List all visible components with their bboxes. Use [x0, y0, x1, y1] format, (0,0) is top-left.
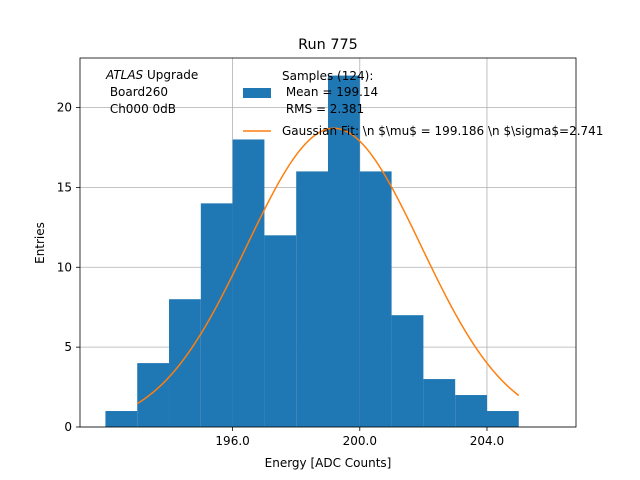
x-tick-label: 196.0	[215, 434, 249, 448]
gaussian-fit-line	[136, 127, 520, 405]
y-tick-label: 10	[57, 260, 72, 274]
annotation-line-3: Ch000 0dB	[106, 102, 176, 116]
y-axis-label: Entries	[33, 222, 47, 264]
histogram-bar	[105, 411, 138, 427]
y-tick-label: 0	[64, 420, 72, 434]
histogram-bar	[391, 315, 424, 427]
atlas-label: ATLAS	[105, 68, 144, 82]
histogram-bar	[137, 363, 170, 427]
annotation-line-2: Board260	[106, 85, 168, 99]
y-tick-label: 5	[64, 340, 72, 354]
y-tick-label: 20	[57, 101, 72, 115]
x-tick-label: 200.0	[343, 434, 377, 448]
legend-header: Samples (124):	[282, 69, 373, 83]
legend-histogram-swatch	[243, 88, 271, 98]
histogram-bar	[455, 395, 487, 427]
histogram-bar	[264, 235, 297, 427]
atlas-annotation: ATLAS Upgrade Board260 Ch000 0dB	[105, 68, 198, 116]
annotation-line-1: ATLAS Upgrade	[105, 68, 198, 82]
fit-curve-layer	[136, 127, 520, 405]
histogram-bar	[200, 203, 233, 427]
x-axis-label: Energy [ADC Counts]	[265, 456, 392, 470]
histogram-bar	[169, 299, 201, 427]
x-tick-label: 204.0	[470, 434, 504, 448]
chart-title: Run 775	[298, 37, 358, 53]
histogram-bar	[328, 75, 360, 428]
legend-mean: Mean = 199.14	[282, 85, 378, 99]
histogram-bar	[296, 171, 328, 427]
y-axis-ticks: 0 5 10 15 20	[57, 101, 80, 434]
histogram-bars	[105, 75, 519, 428]
histogram-bar	[359, 171, 392, 427]
legend: Samples (124): Mean = 199.14 RMS = 2.381…	[243, 69, 603, 138]
histogram-bar	[423, 379, 456, 427]
upgrade-label: Upgrade	[143, 68, 198, 82]
y-tick-label: 15	[57, 180, 72, 194]
x-axis-ticks: 196.0 200.0 204.0	[215, 427, 504, 448]
legend-fit-label: Gaussian Fit: \n $\mu$ = 199.186 \n $\si…	[282, 124, 603, 138]
histogram-bar	[486, 411, 519, 427]
legend-rms: RMS = 2.381	[282, 102, 364, 116]
histogram-bar	[232, 139, 265, 427]
plot-frame	[79, 57, 577, 428]
